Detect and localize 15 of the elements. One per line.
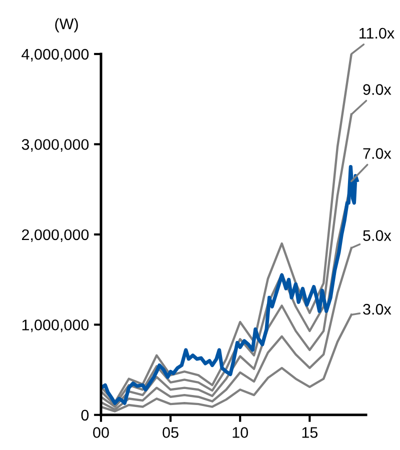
y-tick-label: 3,000,000 xyxy=(22,139,89,152)
y-tick-label: 4,000,000 xyxy=(22,48,89,62)
series-label: 11.0x xyxy=(360,28,394,39)
x-tick-label: 10 xyxy=(232,427,248,438)
y-tick-label: 0 xyxy=(81,410,89,421)
series-label: 9.0x xyxy=(363,84,392,95)
series-label: 7.0x xyxy=(363,148,392,159)
x-tick-label: 15 xyxy=(302,427,318,438)
y-tick-label: 1,000,000 xyxy=(22,320,89,332)
legend-label: 5.0x xyxy=(363,230,392,241)
x-tick-label: 00 xyxy=(93,427,109,438)
y-tick-label: 2,000,000 xyxy=(22,229,89,242)
x-tick-label: 05 xyxy=(162,427,178,438)
y-axis-title: (W) xyxy=(55,18,78,32)
legend-label: 3.0x xyxy=(363,304,392,315)
